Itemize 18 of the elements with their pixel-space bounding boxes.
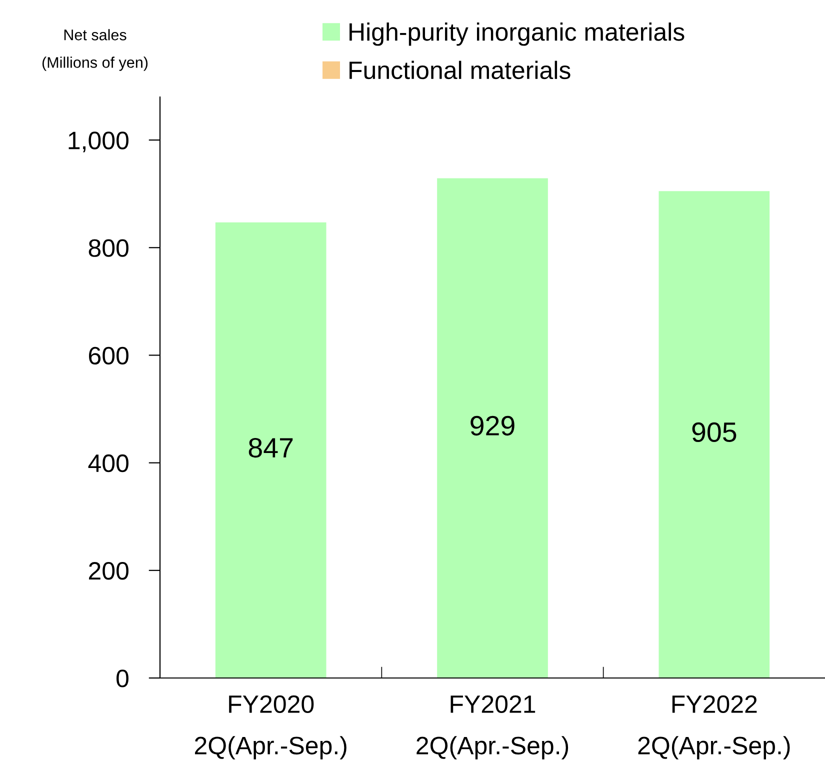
x-tick-label: FY2021 2Q(Apr.-Sep.)	[416, 695, 568, 760]
y-tick-label: 0	[116, 670, 128, 688]
data-label: 929	[470, 416, 514, 436]
y-tick-label: 400	[88, 454, 128, 472]
y-tick-label: 800	[88, 239, 128, 257]
bar	[215, 222, 326, 678]
y-tick-label: 600	[89, 346, 128, 365]
y-axis-title: Net sales (Millions of yen)	[42, 29, 148, 71]
legend-label: High-purity inorganic materials	[350, 22, 684, 46]
data-label: 847	[248, 438, 293, 458]
y-tick-label: 200	[88, 562, 128, 580]
bar	[437, 178, 548, 678]
y-tick-label: 1,000	[68, 132, 128, 152]
bar	[658, 191, 770, 678]
x-tick-label: FY2022 2Q(Apr.-Sep.)	[638, 695, 790, 760]
legend-label: Functional materials	[350, 60, 570, 80]
data-label: 905	[692, 422, 736, 442]
x-tick-label: FY2020 2Q(Apr.-Sep.)	[194, 695, 346, 760]
